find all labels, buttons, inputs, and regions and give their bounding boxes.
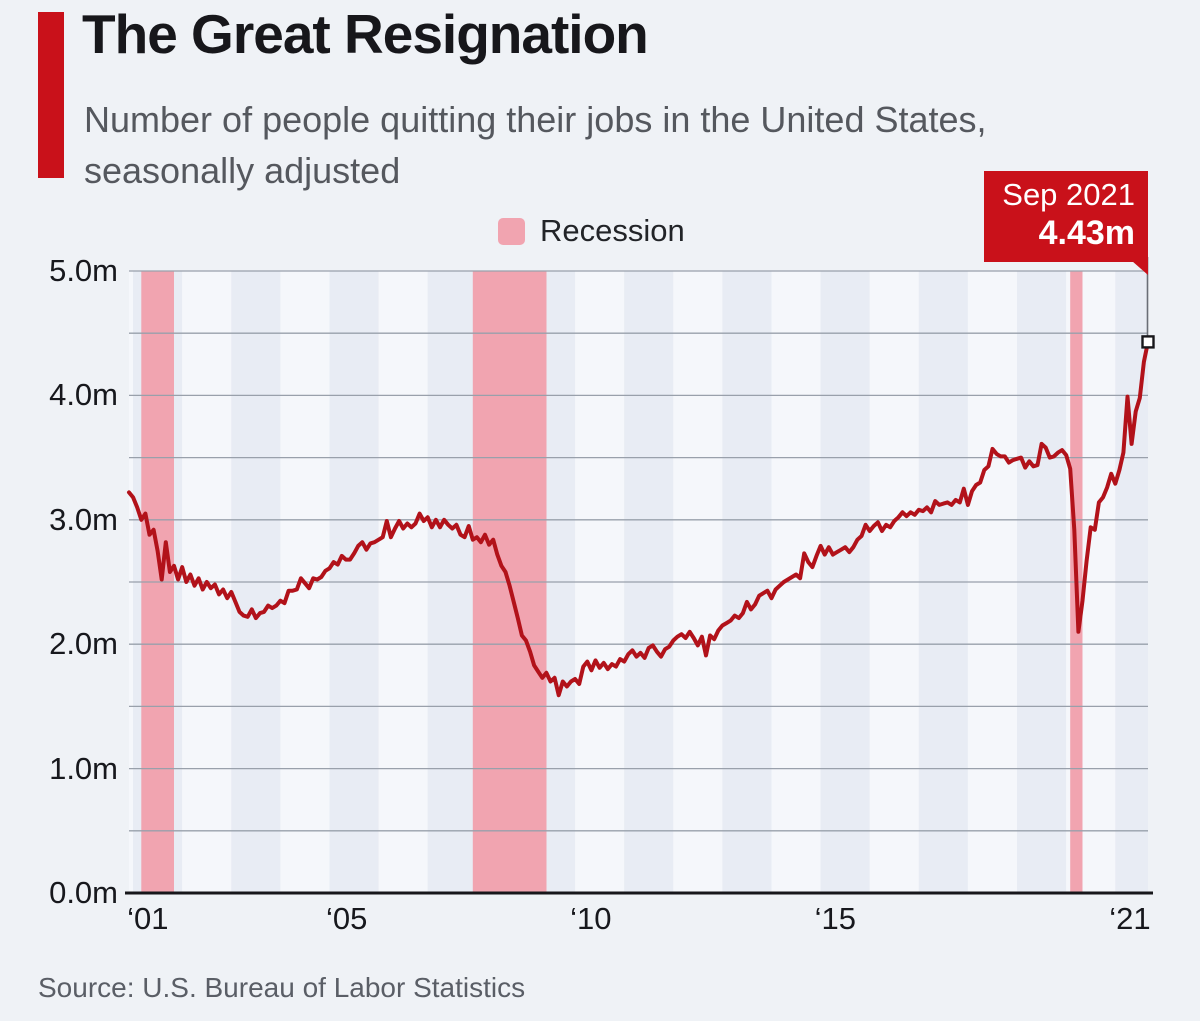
x-tick-label: ‘21: [1109, 901, 1151, 936]
recession-swatch-icon: [498, 217, 525, 245]
y-tick-label: 4.0m: [49, 377, 118, 413]
y-tick-label: 3.0m: [49, 501, 118, 537]
source-note: Source: U.S. Bureau of Labor Statistics: [38, 972, 526, 1003]
x-tick-label: ‘01: [127, 901, 169, 936]
subtitle-line-2: seasonally adjusted: [84, 150, 401, 192]
recession-legend-label: Recession: [540, 213, 685, 248]
x-tick-label: ‘10: [570, 901, 612, 936]
y-tick-label: 1.0m: [49, 750, 118, 786]
chart-title: The Great Resignation: [82, 3, 649, 65]
gridlines: [129, 270, 1148, 832]
annotation-date: Sep 2021: [1002, 177, 1135, 212]
y-tick-label: 5.0m: [49, 253, 118, 288]
legend: Recession: [498, 213, 685, 249]
subtitle-line-1: Number of people quitting their jobs in …: [84, 99, 987, 140]
endpoint-marker: [1141, 335, 1155, 349]
x-tick-label: ‘15: [814, 901, 857, 936]
chart-subtitle: Number of people quitting their jobs in …: [84, 94, 987, 196]
x-tick-label: ‘05: [326, 901, 368, 936]
annotation-value: 4.43m: [1038, 214, 1135, 252]
y-tick-label: 0.0m: [49, 875, 118, 910]
title-accent-bar: [38, 12, 64, 178]
annotation-tail-pointer: [1132, 261, 1148, 275]
y-tick-label: 2.0m: [49, 626, 118, 662]
quits-data-line: [127, 339, 1150, 698]
endpoint-annotation-callout: Sep 2021 4.43m: [984, 171, 1148, 275]
